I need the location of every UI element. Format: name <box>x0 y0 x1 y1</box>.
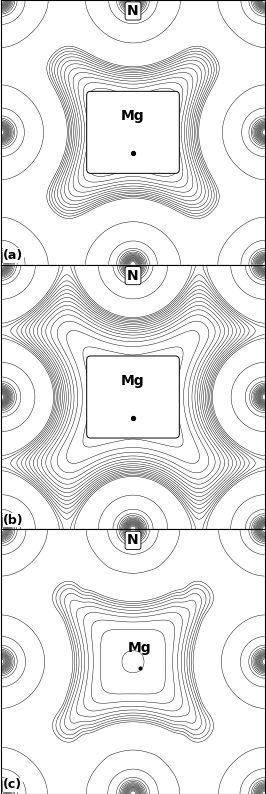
Text: Mg: Mg <box>128 642 151 655</box>
Text: (c): (c) <box>3 778 22 792</box>
Text: N: N <box>127 534 139 547</box>
FancyBboxPatch shape <box>87 91 179 173</box>
Text: Mg: Mg <box>121 109 145 123</box>
Text: N: N <box>127 4 139 18</box>
Text: N: N <box>127 268 139 283</box>
Text: (b): (b) <box>3 514 24 526</box>
FancyBboxPatch shape <box>87 356 179 438</box>
Text: Mg: Mg <box>121 374 145 387</box>
Text: (a): (a) <box>3 249 24 262</box>
